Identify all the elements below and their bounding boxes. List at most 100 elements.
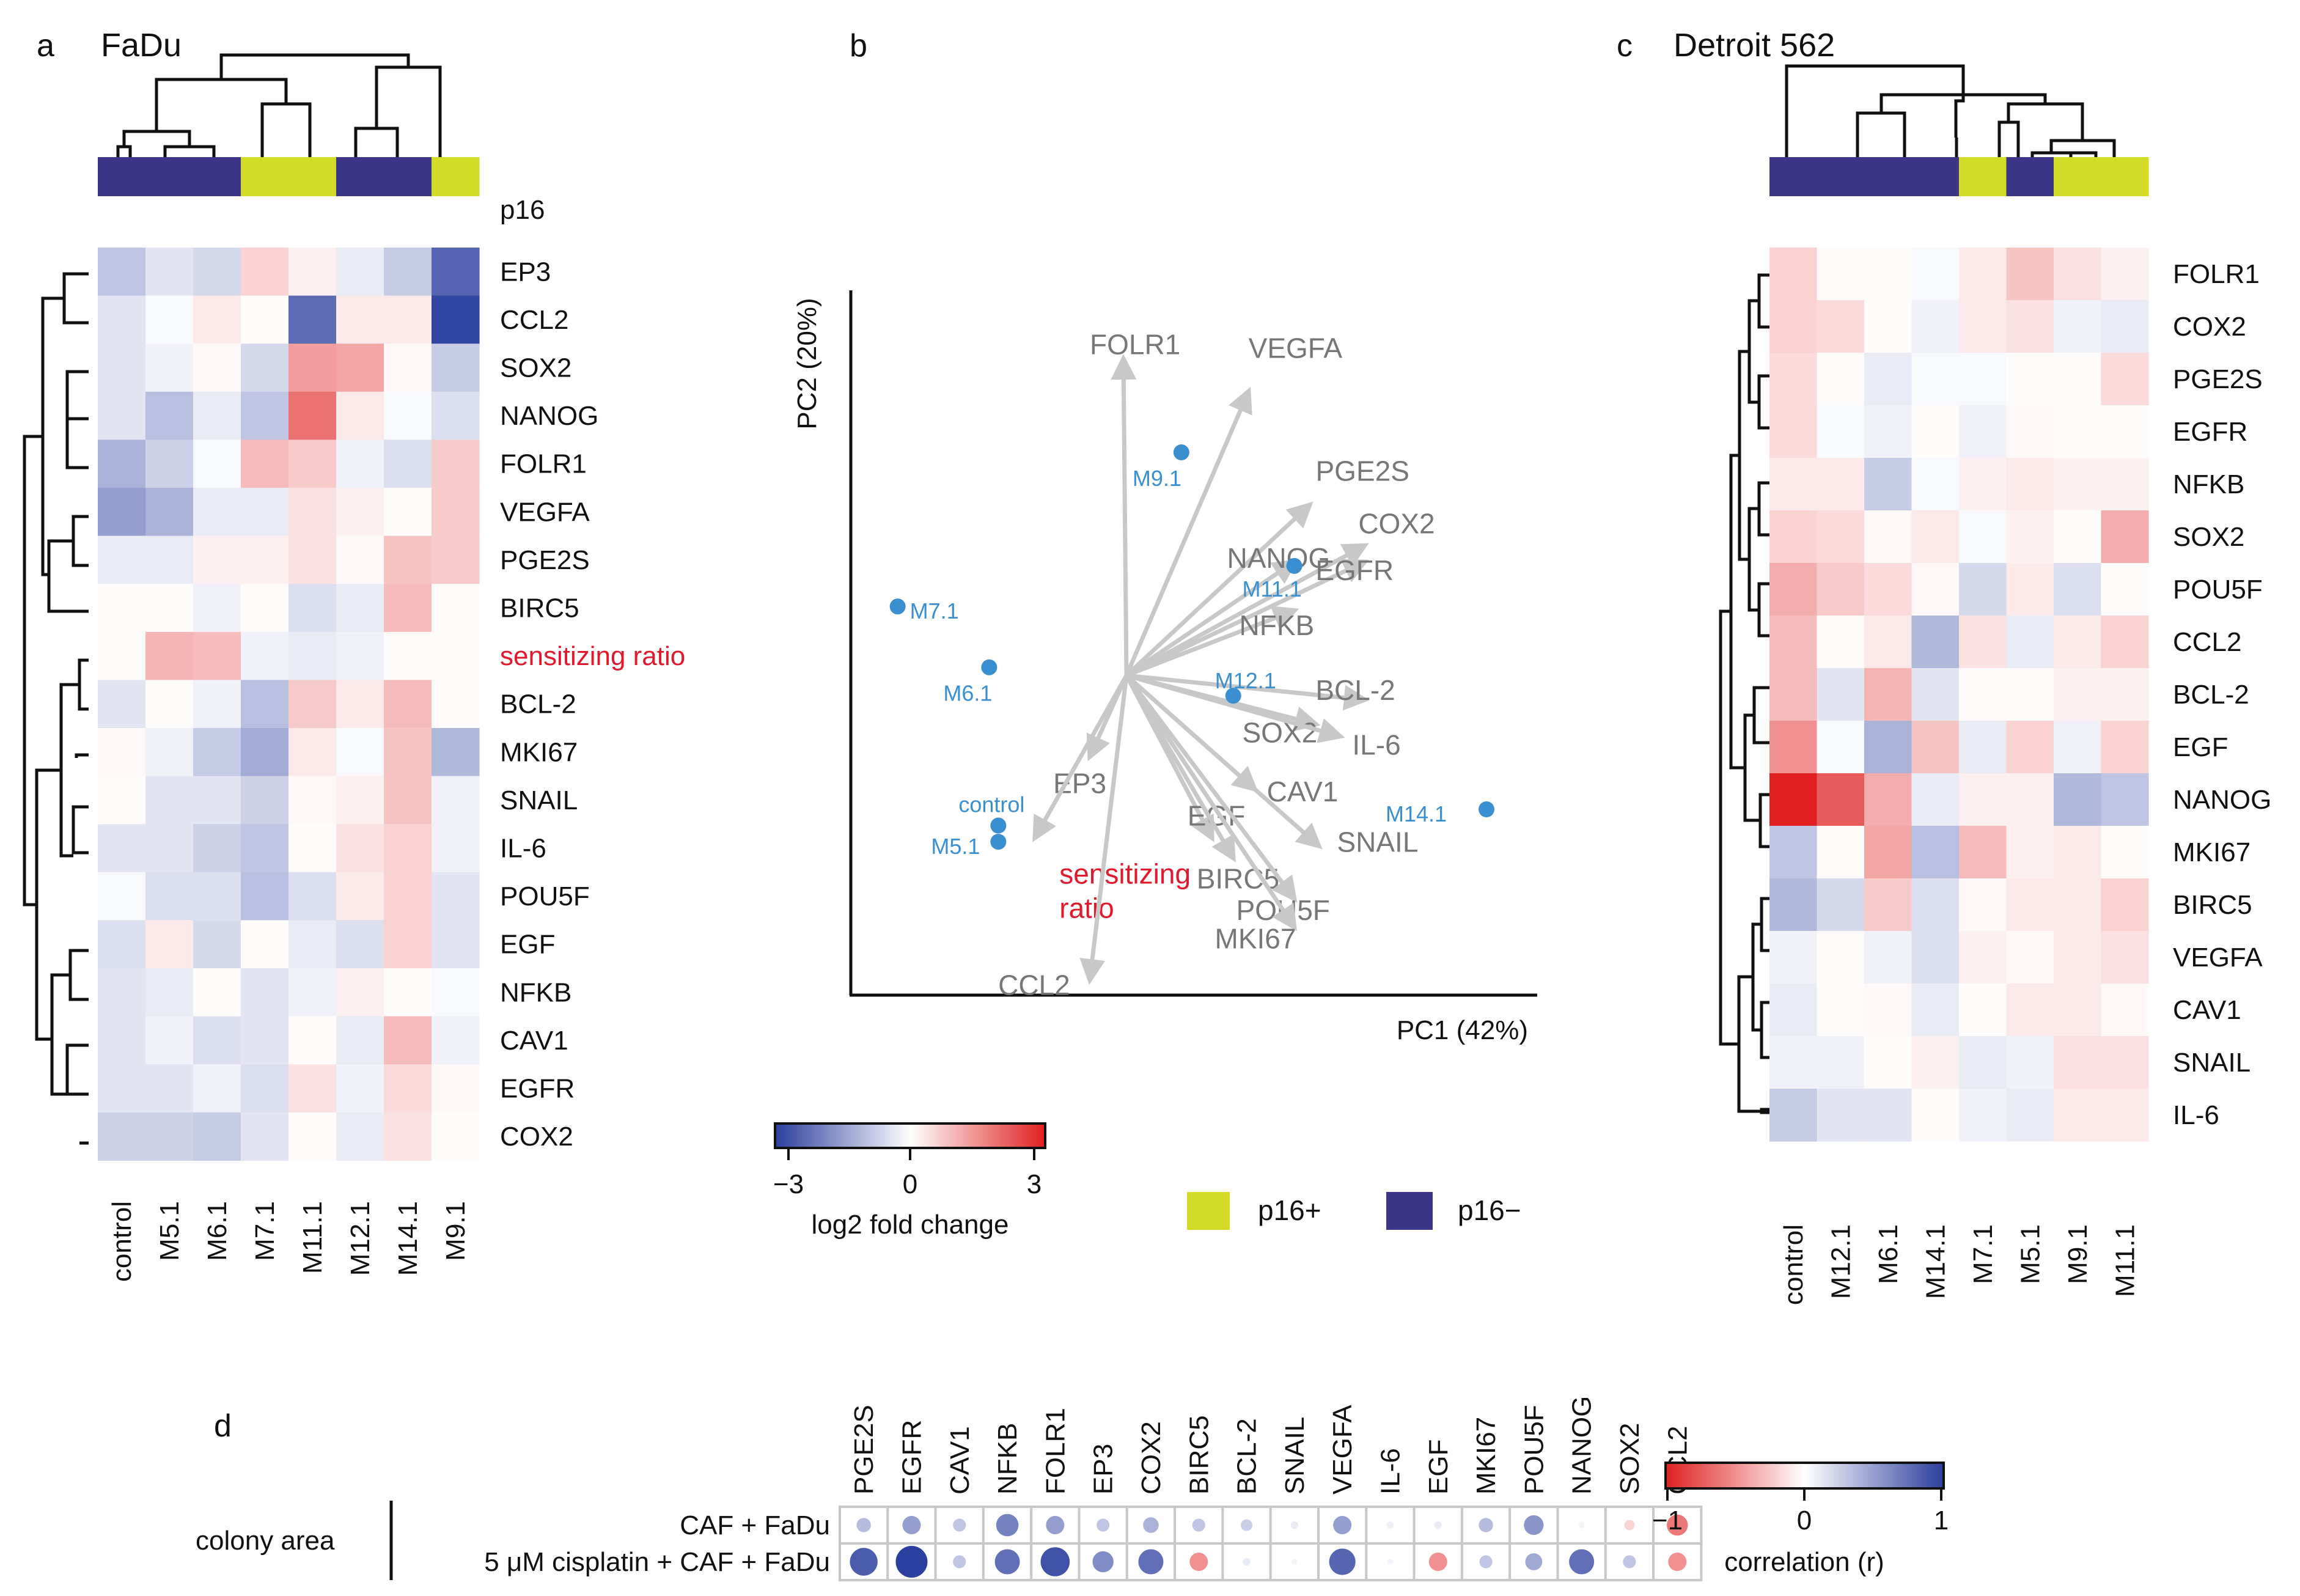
p16-cell-m12-1 [1817, 157, 1865, 196]
heatmap-cell-vegfa-m6-1 [193, 488, 241, 537]
heatmap-cell-pou5f-m11-1 [288, 872, 337, 921]
pca-point-m5-1 [990, 834, 1007, 850]
loading-arrow-pou5f [1125, 674, 1298, 903]
heatmap-cell-pge2s-m11-1 [2101, 353, 2149, 406]
column-label-m14-1: M14.1 [1920, 1224, 1950, 1299]
heatmap-cell-mki67-m14-1 [1911, 826, 1960, 879]
pca-y-label: PC2 (20%) [792, 298, 822, 429]
heatmap-cell-cav1-m6-1 [1864, 984, 1912, 1037]
p16-cell-m7-1 [1959, 157, 2007, 196]
heatmap-cell-mki67-control [98, 728, 146, 777]
heatmap-cell-nanog-m9-1 [432, 391, 480, 440]
correlation-colorbar [1664, 1462, 1945, 1490]
heatmap-cell-ccl2-m7-1 [1959, 616, 2007, 669]
column-labels-c: control M12.1 M6.1 M14.1 M7.1 M5.1 M9.1 M11.1 [1779, 1224, 2140, 1305]
heatmap-cell-snail-m9-1 [2054, 1036, 2102, 1089]
pca-point-label-m11-1: M11.1 [1243, 576, 1302, 601]
heatmap-cell-pou5f-m7-1 [241, 872, 289, 921]
p16-cell-control [98, 157, 146, 196]
row-labels-a: EP3 CCL2 SOX2 NANOG FOLR1 VEGFA PGE2S BIRC5 sens… [500, 257, 685, 1152]
heatmap-cell-sox2-m5-1 [145, 344, 194, 392]
corr-dot-1-pge2s [850, 1548, 878, 1576]
heatmap-cell-ccl2-m11-1 [288, 295, 337, 344]
pca-points: M9.1 M7.1 M6.1 M11.1 M12.1 M14.1 control M5.1 [889, 444, 1494, 859]
heatmap-cell-nanog-m11-1 [288, 391, 337, 440]
row-label-nanog: NANOG [2173, 785, 2271, 815]
pca-point-label-m9-1: M9.1 [1133, 466, 1181, 491]
loading-arrow-il-6 [1126, 673, 1345, 743]
column-label-m6-1: M6.1 [202, 1201, 232, 1261]
heatmap-cell-il-6-m7-1 [1959, 1089, 2007, 1142]
heatmap-cell-cav1-m6-1 [193, 1016, 241, 1065]
corr-column-label-pou5f: POU5F [1519, 1405, 1549, 1495]
p16-cell-m6-1 [193, 157, 241, 196]
heatmap-cell-ccl2-m12-1 [1817, 616, 1865, 669]
heatmap-cell-mki67-control [1769, 826, 1818, 879]
heatmap-cell-nfkb-m5-1 [145, 968, 194, 1017]
heatmap-cell-birc5-m7-1 [241, 584, 289, 633]
heatmap-cell-sensitizing-ratio-m12-1 [336, 631, 384, 680]
heatmap-cell-ccl2-m11-1 [2101, 616, 2149, 669]
corr-legend-title: correlation (r) [1724, 1547, 1884, 1577]
heatmap-cell-cox2-m11-1 [288, 1112, 337, 1161]
column-label-m7-1: M7.1 [1968, 1224, 1998, 1284]
heatmap-cell-ep3-m12-1 [336, 248, 384, 296]
heatmap-cell-cav1-m11-1 [2101, 984, 2149, 1037]
corr-dot-1-mki67 [1479, 1555, 1493, 1568]
p16-pos-label: p16+ [1258, 1194, 1321, 1226]
heatmap-cell-egf-m5-1 [145, 920, 194, 969]
heatmap-cell-egf-m7-1 [1959, 721, 2007, 774]
heatmap-cell-mki67-m14-1 [384, 728, 432, 777]
heatmap-cell-snail-m14-1 [384, 776, 432, 825]
heatmap-cell-cox2-m9-1 [432, 1112, 480, 1161]
heatmap-cell-folr1-m9-1 [2054, 248, 2102, 301]
heatmap-cell-cox2-control [98, 1112, 146, 1161]
heatmap-cell-sensitizing-ratio-m11-1 [288, 631, 337, 680]
heatmap-cell-snail-m11-1 [2101, 1036, 2149, 1089]
heatmap-cell-nfkb-control [1769, 458, 1818, 511]
loading-label-nanog: NANOG [1227, 542, 1331, 574]
heatmap-cell-vegfa-m14-1 [1911, 931, 1960, 984]
heatmap-cell-folr1-m11-1 [2101, 248, 2149, 301]
corr-column-label-cox2: COX2 [1136, 1421, 1166, 1495]
heatmap-cell-folr1-m12-1 [336, 439, 384, 488]
p16-bar-a [98, 157, 480, 196]
heatmap-cell-nfkb-m11-1 [2101, 458, 2149, 511]
pca-point-control [990, 817, 1007, 834]
loading-label-ep3: EP3 [1053, 768, 1106, 800]
loading-label-nfkb: NFKB [1240, 609, 1315, 641]
loading-label-egfr: EGFR [1315, 554, 1394, 586]
heatmap-cell-nanog-m6-1 [1864, 773, 1912, 826]
corr-dot-0-bcl-2 [1241, 1519, 1253, 1531]
loading-arrow-snail [1125, 674, 1323, 850]
heatmap-cell-sox2-m7-1 [241, 344, 289, 392]
heatmap-cell-pge2s-m11-1 [288, 535, 337, 584]
row-label-sox2: SOX2 [500, 353, 571, 383]
heatmap-cell-birc5-m14-1 [384, 584, 432, 633]
heatmap-cell-ccl2-m6-1 [193, 295, 241, 344]
corr-dot-1-il-6 [1387, 1558, 1394, 1565]
heatmap-cell-cox2-m12-1 [336, 1112, 384, 1161]
corr-dot-1-bcl-2 [1243, 1557, 1251, 1566]
corr-dot-0-sox2 [1624, 1520, 1635, 1531]
column-label-m7-1: M7.1 [250, 1201, 280, 1261]
heatmap-cell-nfkb-m12-1 [336, 968, 384, 1017]
heatmap-cell-pge2s-m6-1 [193, 535, 241, 584]
heatmap-cell-nanog-m7-1 [241, 391, 289, 440]
heatmap-cell-vegfa-control [98, 488, 146, 537]
row-label-vegfa: VEGFA [500, 497, 590, 527]
heatmap-cell-pge2s-m14-1 [384, 535, 432, 584]
heatmap-cell-folr1-m14-1 [384, 439, 432, 488]
corr-dot-1-cav1 [953, 1555, 966, 1568]
fold-change-legend: −3 0 3 log2 fold change [773, 1122, 1046, 1240]
loading-arrow-pge2s [1125, 501, 1313, 677]
heatmap-cell-ep3-m11-1 [288, 248, 337, 296]
heatmap-cell-il-6-m5-1 [145, 824, 194, 873]
heatmap-cell-cox2-m5-1 [2006, 300, 2054, 353]
p16-cell-m14-1 [384, 157, 432, 196]
p16-row-label: p16 [500, 195, 545, 225]
fc-tick-label-min: −3 [773, 1169, 804, 1199]
heatmap-cell-egf-m12-1 [336, 920, 384, 969]
corr-dot-0-nfkb [996, 1513, 1019, 1537]
